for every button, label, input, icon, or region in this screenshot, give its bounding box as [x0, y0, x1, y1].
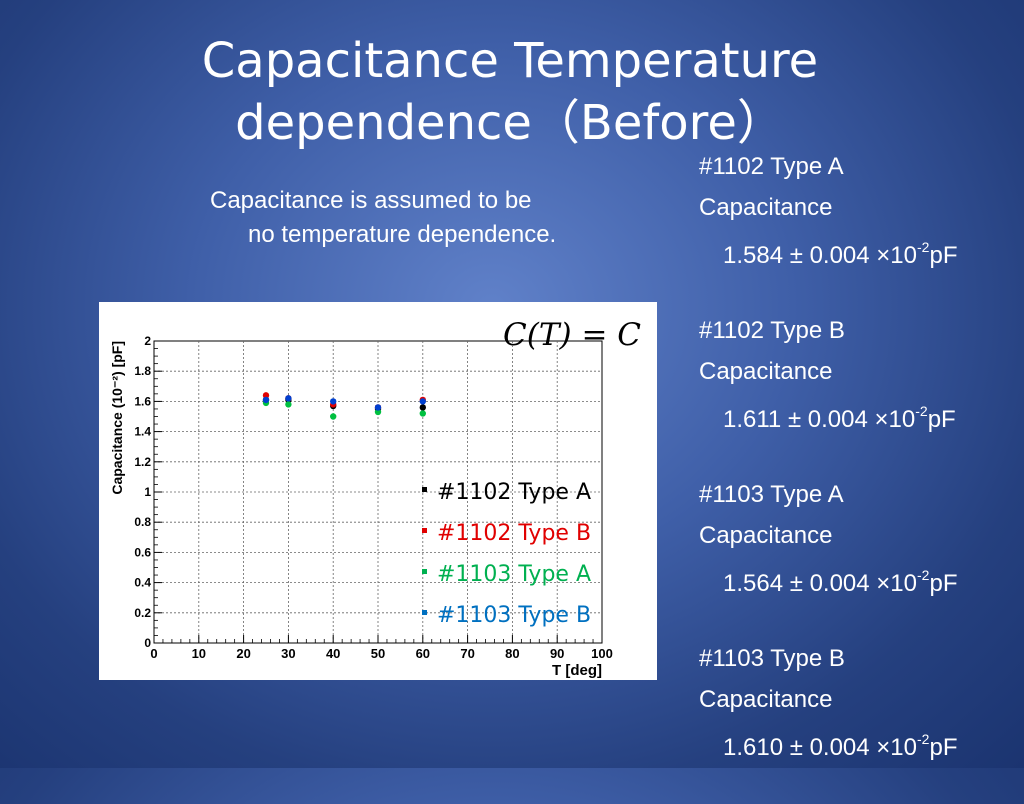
result-quantity: Capacitance: [699, 686, 833, 713]
result-block: #1102 Type A Capacitance 1.584 ± 0.004 ×…: [699, 148, 957, 312]
value-text: 1.610 ± 0.004 ×10: [723, 734, 918, 761]
y-tick-label: 1.2: [134, 455, 151, 469]
value-unit: pF: [929, 242, 958, 269]
legend-item: #1102 Type B: [422, 517, 591, 558]
note-line-2: no temperature dependence.: [248, 221, 557, 248]
capacitance-chart: C(T) = C 0 10 20 30 40 50 60 70 80 90 100 0 0.2 0.4 0.…: [109, 317, 641, 679]
result-label: #1102 Type B: [699, 317, 845, 344]
y-axis-label: Capacitance (10⁻²) [pF]: [109, 341, 125, 495]
x-tick-label: 0: [150, 646, 157, 661]
legend-marker: [422, 609, 427, 615]
data-point: [330, 413, 337, 420]
legend-marker: [422, 527, 427, 533]
data-point: [374, 404, 382, 411]
x-tick-label: 80: [505, 646, 519, 661]
x-axis-label: T [deg]: [552, 662, 602, 679]
data-point: [285, 395, 292, 402]
legend-item: #1103 Type A: [422, 558, 591, 599]
y-tick-label: 1.8: [134, 364, 151, 378]
legend-marker: [422, 568, 427, 574]
value-text: 1.564 ± 0.004 ×10: [723, 570, 918, 597]
result-label: #1103 Type B: [699, 645, 845, 672]
y-tick-label: 1.6: [134, 394, 151, 408]
y-tick-label: 2: [144, 334, 151, 348]
title-line-2: dependence（Before）: [235, 95, 785, 151]
value-unit: pF: [929, 734, 958, 761]
result-value: 1.611 ± 0.004 ×10-2pF: [699, 394, 957, 435]
value-exponent: -2: [915, 403, 928, 419]
data-point: [419, 410, 426, 417]
result-label: #1102 Type A: [699, 153, 844, 180]
legend-label: #1103 Type A: [437, 562, 591, 587]
result-value: 1.564 ± 0.004 ×10-2pF: [699, 558, 957, 599]
results-list: #1102 Type A Capacitance 1.584 ± 0.004 ×…: [699, 148, 957, 804]
value-exponent: -2: [917, 567, 930, 583]
result-block: #1103 Type A Capacitance 1.564 ± 0.004 ×…: [699, 476, 957, 640]
value-exponent: -2: [917, 731, 930, 747]
y-tick-label: 0: [144, 636, 151, 650]
value-text: 1.584 ± 0.004 ×10: [723, 242, 918, 269]
value-unit: pF: [927, 406, 956, 433]
data-point: [419, 398, 426, 405]
y-tick-label: 1: [144, 485, 151, 499]
x-tick-label: 90: [550, 646, 564, 661]
value-exponent: -2: [917, 239, 930, 255]
data-point: [419, 404, 426, 411]
chart-legend: #1102 Type A #1102 Type B #1103 Type A #…: [422, 476, 591, 640]
note-line-1: Capacitance is assumed to be: [210, 187, 532, 214]
x-tick-label: 50: [371, 646, 385, 661]
data-point: [374, 408, 382, 416]
title-line-1: Capacitance Temperature: [201, 33, 819, 89]
y-tick-label: 1.4: [134, 425, 151, 439]
y-tick-label: 0.2: [134, 606, 151, 620]
result-value: 1.584 ± 0.004 ×10-2pF: [699, 230, 957, 271]
equation-label: C(T) = C: [503, 317, 641, 353]
y-tick-label: 0.6: [134, 545, 151, 559]
x-tick-label: 30: [281, 646, 295, 661]
data-point: [285, 401, 292, 408]
legend-label: #1102 Type B: [437, 521, 592, 546]
result-quantity: Capacitance: [699, 194, 833, 221]
legend-marker: [422, 486, 427, 492]
result-value: 1.610 ± 0.004 ×10-2pF: [699, 722, 957, 763]
data-point: [262, 392, 270, 399]
data-point: [330, 398, 337, 405]
data-point: [262, 396, 270, 404]
x-tick-label: 70: [460, 646, 474, 661]
x-tick-label: 10: [192, 646, 206, 661]
result-label: #1103 Type A: [699, 481, 844, 508]
value-unit: pF: [929, 570, 958, 597]
chart-panel: C(T) = C 0 10 20 30 40 50 60 70 80 90 100 0 0.2 0.4 0.…: [99, 302, 657, 680]
y-tick-label: 0.8: [134, 515, 151, 529]
x-tick-label: 60: [416, 646, 430, 661]
slide-title: Capacitance Temperature dependence（Befor…: [150, 30, 870, 154]
result-quantity: Capacitance: [699, 522, 833, 549]
legend-item: #1103 Type B: [422, 599, 591, 640]
x-tick-label: 20: [236, 646, 250, 661]
legend-item: #1102 Type A: [422, 476, 591, 517]
legend-label: #1103 Type B: [437, 603, 592, 628]
value-text: 1.611 ± 0.004 ×10: [723, 406, 916, 433]
result-block: #1103 Type B Capacitance 1.610 ± 0.004 ×…: [699, 640, 957, 804]
x-tick-label: 100: [591, 646, 613, 661]
assumption-note: Capacitance is assumed to be no temperat…: [210, 184, 556, 252]
y-tick-label: 0.4: [134, 576, 151, 590]
x-tick-label: 40: [326, 646, 340, 661]
result-block: #1102 Type B Capacitance 1.611 ± 0.004 ×…: [699, 312, 957, 476]
result-quantity: Capacitance: [699, 358, 833, 385]
legend-label: #1102 Type A: [437, 480, 591, 505]
